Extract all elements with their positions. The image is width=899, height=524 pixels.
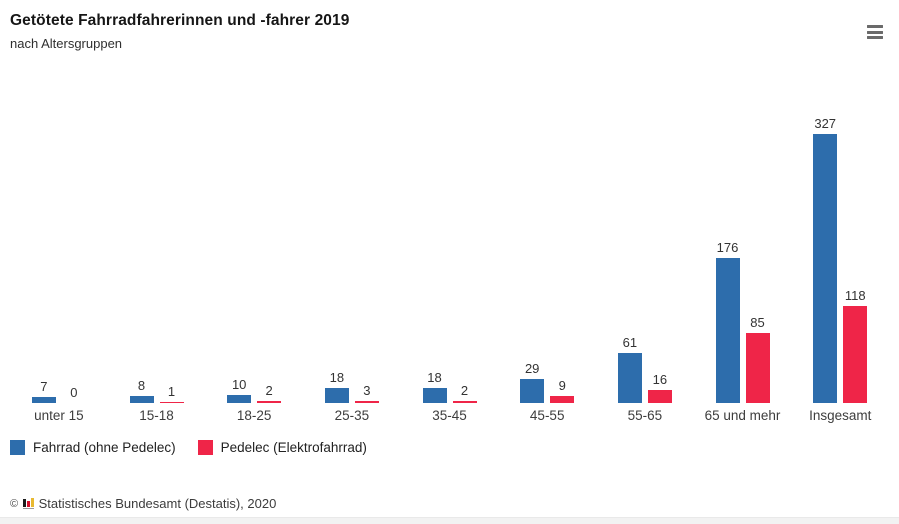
value-label: 85 xyxy=(750,315,765,331)
bar-column-pedelec: 3 xyxy=(354,382,379,403)
hamburger-menu-icon[interactable] xyxy=(865,21,887,43)
value-label: 18 xyxy=(329,370,345,386)
bar-group: 176 85 xyxy=(694,240,792,403)
value-label: 3 xyxy=(363,382,371,398)
bar-fahrrad[interactable] xyxy=(129,396,154,403)
bar-pedelec[interactable] xyxy=(843,305,868,403)
hamburger-bar xyxy=(867,25,883,28)
category-label: 55-65 xyxy=(627,408,663,423)
bar-column-pedelec: 16 xyxy=(647,371,672,403)
bar-column-fahrrad: 10 xyxy=(227,376,252,403)
bar-column-fahrrad: 18 xyxy=(422,370,447,403)
bar-group: 61 16 xyxy=(596,335,694,403)
bar-column-pedelec: 2 xyxy=(452,383,477,403)
bar-column-pedelec: 2 xyxy=(257,383,282,403)
bar-group: 10 2 xyxy=(205,377,303,403)
destatis-logo-icon xyxy=(23,498,34,509)
hamburger-bar xyxy=(867,36,883,39)
bar-pedelec[interactable] xyxy=(647,389,672,403)
category-label: 15-18 xyxy=(139,408,174,423)
bar-group: 29 9 xyxy=(498,361,596,403)
hamburger-bar xyxy=(867,30,883,34)
bar-fahrrad[interactable] xyxy=(715,258,740,403)
bar-fahrrad[interactable] xyxy=(422,388,447,403)
value-label: 10 xyxy=(231,376,247,392)
value-label: 2 xyxy=(265,383,273,399)
category-label: unter 15 xyxy=(34,408,84,423)
value-label: 2 xyxy=(460,383,469,399)
bar-fahrrad[interactable] xyxy=(813,134,838,403)
source-line: © Statistisches Bundesamt (Destatis), 20… xyxy=(10,496,276,511)
bar-column-fahrrad: 327 xyxy=(813,116,838,403)
category-label: 45-55 xyxy=(529,408,565,423)
bar-pedelec[interactable] xyxy=(745,333,770,403)
bar-column-pedelec: 85 xyxy=(745,315,770,403)
value-label: 18 xyxy=(427,370,442,386)
bar-pedelec[interactable] xyxy=(257,401,282,403)
legend-label: Pedelec (Elektrofahrrad) xyxy=(220,440,367,455)
chart-header: Getötete Fahrradfahrerinnen und -fahrer … xyxy=(10,12,889,51)
value-label: 8 xyxy=(137,378,146,394)
plot-area: 7 0 8 1 10 2 18 3 18 2 29 9 61 16 176 85 327 118 xyxy=(10,51,889,403)
value-label: 176 xyxy=(716,240,739,256)
value-label: 118 xyxy=(844,287,866,303)
value-label: 327 xyxy=(814,116,837,131)
legend-label: Fahrrad (ohne Pedelec) xyxy=(33,440,176,455)
source-text: Statistisches Bundesamt (Destatis), 2020 xyxy=(38,496,277,511)
bar-group: 327 118 xyxy=(791,116,889,403)
bar-column-fahrrad: 61 xyxy=(617,334,642,403)
bar-column-fahrrad: 7 xyxy=(31,379,56,403)
bar-fahrrad[interactable] xyxy=(520,379,545,403)
bar-group: 18 2 xyxy=(401,370,499,403)
bar-pedelec[interactable] xyxy=(354,400,379,403)
legend-swatch-fahrrad xyxy=(10,440,25,455)
legend-item-pedelec: Pedelec (Elektrofahrrad) xyxy=(197,440,367,455)
bar-column-pedelec: 9 xyxy=(550,377,575,403)
value-label: 61 xyxy=(622,334,638,350)
category-label: 35-45 xyxy=(432,408,467,423)
category-label: 18-25 xyxy=(236,408,272,423)
window-bottom-edge xyxy=(0,517,899,524)
bar-column-fahrrad: 8 xyxy=(129,378,154,403)
value-label: 9 xyxy=(558,377,566,393)
legend-item-fahrrad: Fahrrad (ohne Pedelec) xyxy=(10,440,176,455)
chart-subtitle: nach Altersgruppen xyxy=(10,36,123,51)
value-label: 1 xyxy=(167,384,176,400)
bar-column-pedelec: 1 xyxy=(159,384,184,403)
bar-pedelec[interactable] xyxy=(452,401,477,403)
value-label: 7 xyxy=(40,379,48,395)
value-label: 16 xyxy=(652,371,668,387)
category-label: 25-35 xyxy=(334,408,370,423)
legend-swatch-pedelec xyxy=(197,440,213,455)
bar-fahrrad[interactable] xyxy=(31,397,56,403)
bar-group: 18 3 xyxy=(303,370,401,403)
category-axis: unter 15 15-18 18-25 25-35 35-45 45-55 55-65 65… xyxy=(10,408,889,423)
bar-column-fahrrad: 29 xyxy=(520,361,545,403)
value-label: 0 xyxy=(70,385,78,400)
chart-title: Getötete Fahrradfahrerinnen und -fahrer … xyxy=(10,12,350,29)
bar-pedelec[interactable] xyxy=(159,402,184,403)
category-label: 65 und mehr xyxy=(704,408,781,423)
category-label: Insgesamt xyxy=(809,408,872,423)
bar-pedelec[interactable] xyxy=(550,395,575,403)
bar-fahrrad[interactable] xyxy=(617,352,642,403)
bar-column-fahrrad: 176 xyxy=(715,240,740,403)
bar-column-pedelec: 118 xyxy=(843,287,868,403)
bar-column-fahrrad: 18 xyxy=(324,370,349,403)
bar-column-pedelec: 0 xyxy=(62,385,86,403)
bar-fahrrad[interactable] xyxy=(227,394,252,403)
legend: Fahrrad (ohne Pedelec) Pedelec (Elektrofa… xyxy=(10,440,889,455)
value-label: 29 xyxy=(524,361,540,377)
copyright-symbol: © xyxy=(10,497,19,510)
bar-fahrrad[interactable] xyxy=(324,388,349,403)
